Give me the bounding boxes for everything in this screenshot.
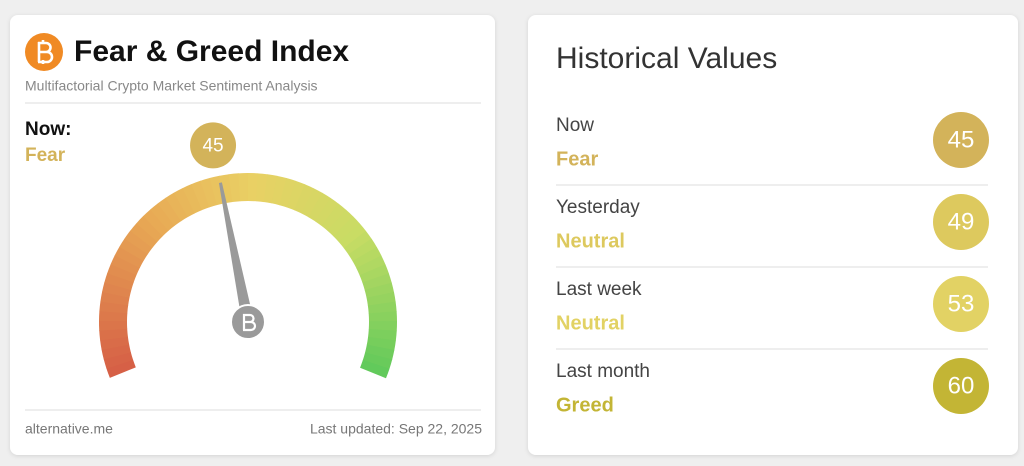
- gauge-arc: [364, 282, 395, 299]
- gauge-arc: [99, 301, 129, 314]
- gauge-arc: [106, 359, 136, 378]
- subtitle: Multifactorial Crypto Market Sentiment A…: [25, 78, 318, 94]
- gauge-arc: [366, 292, 396, 306]
- row-classification: Neutral: [556, 312, 625, 334]
- gauge-arc: [114, 246, 144, 269]
- gauge-arc: [333, 216, 360, 243]
- period: Last week: [556, 279, 642, 300]
- history-rows: Now Fear 45 Yesterday Neutral 49 Last week Neut…: [556, 112, 989, 416]
- period: Now: [556, 115, 594, 136]
- gauge-arc: [110, 255, 140, 276]
- gauge-arc: [99, 328, 128, 341]
- gauge-arc: [327, 209, 354, 237]
- value-circle: [933, 112, 989, 168]
- value-label: 45: [202, 135, 223, 156]
- needle: [218, 182, 254, 324]
- row-classification: Greed: [556, 394, 614, 416]
- gauge-arc: [165, 192, 189, 222]
- now-label: Now:: [25, 119, 71, 140]
- row-value: 60: [948, 372, 975, 399]
- gauge-arc: [103, 351, 134, 369]
- gauge-arc: [308, 192, 331, 222]
- gauge-arc: [150, 203, 176, 231]
- gauge-arc: [338, 223, 367, 249]
- row-classification: Fear: [556, 148, 598, 170]
- gauge-arc: [124, 230, 153, 255]
- gauge-arc: [294, 184, 315, 214]
- gauge-arc: [365, 344, 395, 360]
- last-updated: Last updated: Sep 22, 2025: [310, 421, 482, 437]
- gauge-arc: [301, 188, 323, 218]
- row-value: 49: [948, 208, 975, 235]
- period: Yesterday: [556, 197, 640, 218]
- bitcoin-glyph: [37, 40, 54, 64]
- gauge-arc: [348, 238, 377, 262]
- gauge-arc: [102, 282, 132, 298]
- gauge-arc: [100, 291, 130, 306]
- gauge-arc: [314, 197, 339, 227]
- gauge: 45: [99, 122, 397, 379]
- gauge-arc: [359, 359, 390, 379]
- gauge-arc: [143, 209, 169, 237]
- gauge-arc: [359, 264, 389, 283]
- value-bubble: [190, 122, 237, 169]
- title: Fear & Greed Index: [74, 35, 349, 68]
- period: Last month: [556, 361, 650, 382]
- hub-glyph: [242, 313, 257, 332]
- gauge-arc: [119, 238, 148, 262]
- gauge-arc: [255, 173, 268, 203]
- gauge-arc: [271, 175, 287, 206]
- gauge-arc: [368, 328, 397, 341]
- gauge-arc: [321, 203, 347, 232]
- gauge-arc: [191, 180, 210, 211]
- gauge-arc: [362, 273, 392, 291]
- row-value: 45: [948, 126, 975, 153]
- value-circle: [933, 358, 989, 414]
- gauge-arc: [367, 301, 397, 314]
- source: alternative.me: [25, 421, 113, 437]
- history-card: [528, 15, 1018, 455]
- gauge-arc: [366, 336, 396, 351]
- gauge-arc: [107, 263, 137, 283]
- value-circle: [933, 194, 989, 250]
- gauge-arc: [157, 197, 182, 226]
- gauge-arc: [263, 174, 278, 204]
- row-classification: Neutral: [556, 230, 625, 252]
- history-title: Historical Values: [556, 42, 777, 75]
- value-circle: [933, 276, 989, 332]
- gauge-arc: [356, 255, 386, 276]
- gauge-arc: [228, 173, 241, 203]
- gauge-arc: [352, 246, 382, 269]
- gauge-arc: [104, 272, 134, 291]
- gauge-arc: [100, 336, 130, 350]
- gauge-arc: [136, 215, 164, 242]
- gauge-arc: [343, 230, 372, 255]
- gauge-arc: [182, 184, 203, 214]
- gauge-arc: [200, 177, 218, 208]
- gauge-arc: [173, 188, 196, 218]
- gauge-arc: [130, 222, 158, 249]
- gauge-arc: [279, 178, 297, 208]
- gauge-arc: [286, 180, 306, 211]
- gauge-arc: [101, 344, 131, 360]
- row-value: 53: [948, 290, 975, 317]
- gauge-arc: [362, 352, 393, 370]
- classification: Fear: [25, 145, 66, 166]
